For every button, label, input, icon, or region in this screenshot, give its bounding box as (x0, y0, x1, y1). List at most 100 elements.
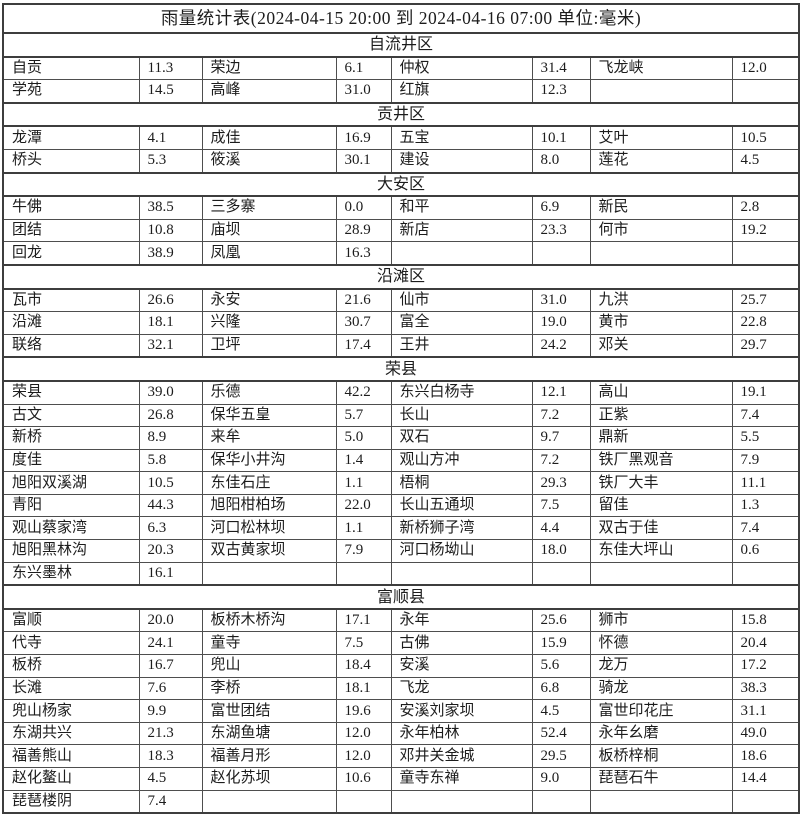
rain-value-cell: 30.1 (335, 148, 392, 174)
station-name-cell: 富顺 (2, 608, 140, 633)
station-name-cell (201, 789, 337, 814)
rain-value-cell: 7.5 (335, 631, 392, 656)
station-name-cell: 自贡 (2, 56, 140, 81)
rain-value-cell: 18.0 (531, 539, 591, 563)
rain-value-cell: 9.9 (138, 699, 203, 723)
rain-value-cell: 12.0 (335, 721, 392, 746)
station-name-cell: 和平 (390, 195, 533, 220)
rain-value-cell: 6.3 (138, 516, 203, 541)
rain-value-cell: 38.5 (138, 195, 203, 220)
station-name-cell: 新民 (589, 195, 733, 220)
rain-value-cell (731, 561, 800, 586)
rain-value-cell (731, 79, 800, 104)
table-row: 联络 32.1 卫坪 17.4 王井 24.2 邓关 29.7 (2, 333, 800, 358)
station-name-cell: 新桥 (2, 426, 140, 450)
table-row: 桥头 5.3 筱溪 30.1 建设 8.0 莲花 4.5 (2, 148, 800, 174)
table-row: 牛佛 38.5 三多寨 0.0 和平 6.9 新民 2.8 (2, 195, 800, 220)
rain-value-cell: 12.3 (531, 79, 591, 104)
rain-value-cell: 18.4 (335, 654, 392, 678)
station-name-cell: 骑龙 (589, 676, 733, 701)
station-name-cell: 龙潭 (2, 125, 140, 150)
rain-value-cell: 4.4 (531, 516, 591, 541)
table-row: 度佳 5.8 保华小井沟 1.4 观山方冲 7.2 铁厂黑观音 7.9 (2, 448, 800, 473)
station-name-cell: 飞龙 (390, 676, 533, 701)
rain-value-cell: 15.8 (731, 608, 800, 633)
section-header-row: 沿滩区 (2, 263, 800, 290)
table-row: 长滩 7.6 李桥 18.1 飞龙 6.8 骑龙 38.3 (2, 676, 800, 701)
station-name-cell: 永年柏林 (390, 721, 533, 746)
station-name-cell: 童寺东禅 (390, 767, 533, 791)
station-name-cell: 邓关 (589, 333, 733, 358)
section-title: 富顺县 (2, 584, 800, 610)
station-name-cell: 成佳 (201, 125, 337, 150)
rain-value-cell: 25.7 (731, 288, 800, 313)
station-name-cell: 东佳石庄 (201, 471, 337, 495)
station-name-cell: 古文 (2, 403, 140, 428)
station-name-cell (589, 241, 733, 266)
station-name-cell: 邓井关金城 (390, 744, 533, 768)
station-name-cell: 凤凰 (201, 241, 337, 266)
station-name-cell (390, 561, 533, 586)
station-name-cell: 琵琶石牛 (589, 767, 733, 791)
rain-value-cell: 1.1 (335, 516, 392, 541)
station-name-cell: 童寺 (201, 631, 337, 656)
station-name-cell: 庙坝 (201, 218, 337, 243)
station-name-cell: 铁厂黑观音 (589, 448, 733, 473)
station-name-cell: 卫坪 (201, 333, 337, 358)
station-name-cell: 富世团结 (201, 699, 337, 723)
rain-value-cell: 23.3 (531, 218, 591, 243)
rain-value-cell: 16.3 (335, 241, 392, 266)
rain-value-cell: 20.4 (731, 631, 800, 656)
station-name-cell (390, 241, 533, 266)
station-name-cell: 河口杨坳山 (390, 539, 533, 563)
rain-value-cell: 7.9 (731, 448, 800, 473)
rain-value-cell: 29.3 (531, 471, 591, 495)
rain-value-cell: 1.3 (731, 493, 800, 518)
table-row: 东兴墨林 16.1 (2, 561, 800, 586)
table-row: 旭阳双溪湖 10.5 东佳石庄 1.1 梧桐 29.3 铁厂大丰 11.1 (2, 471, 800, 495)
station-name-cell: 莲花 (589, 148, 733, 174)
rain-value-cell: 10.8 (138, 218, 203, 243)
rain-value-cell: 22.0 (335, 493, 392, 518)
rain-value-cell: 14.4 (731, 767, 800, 791)
station-name-cell: 东佳大坪山 (589, 539, 733, 563)
rain-value-cell: 7.5 (531, 493, 591, 518)
rain-value-cell: 0.6 (731, 539, 800, 563)
rain-value-cell: 7.9 (335, 539, 392, 563)
station-name-cell: 飞龙峡 (589, 56, 733, 81)
station-name-cell: 沿滩 (2, 311, 140, 335)
station-name-cell: 双古于佳 (589, 516, 733, 541)
rain-value-cell: 17.4 (335, 333, 392, 358)
station-name-cell: 赵化苏坝 (201, 767, 337, 791)
section-title: 大安区 (2, 171, 800, 198)
station-name-cell: 来牟 (201, 426, 337, 450)
station-name-cell: 鼎新 (589, 426, 733, 450)
rain-value-cell: 11.1 (731, 471, 800, 495)
rain-value-cell: 7.2 (531, 448, 591, 473)
rain-value-cell: 20.3 (138, 539, 203, 563)
rain-value-cell: 10.6 (335, 767, 392, 791)
rain-value-cell: 31.0 (335, 79, 392, 104)
rain-value-cell: 15.9 (531, 631, 591, 656)
station-name-cell: 五宝 (390, 125, 533, 150)
rain-value-cell: 10.5 (731, 125, 800, 150)
station-name-cell: 黄市 (589, 311, 733, 335)
station-name-cell: 学苑 (2, 79, 140, 104)
rain-value-cell: 1.1 (335, 471, 392, 495)
section-header-row: 荣县 (2, 356, 800, 382)
station-name-cell: 代寺 (2, 631, 140, 656)
rain-value-cell: 18.6 (731, 744, 800, 768)
rain-value-cell: 5.6 (531, 654, 591, 678)
page-title: 雨量统计表(2024-04-15 20:00 到 2024-04-16 07:0… (2, 3, 800, 34)
station-name-cell (390, 789, 533, 814)
rain-value-cell: 19.6 (335, 699, 392, 723)
rain-value-cell: 1.4 (335, 448, 392, 473)
table-row: 富顺 20.0 板桥木桥沟 17.1 永年 25.6 狮市 15.8 (2, 608, 800, 633)
rain-value-cell: 19.1 (731, 380, 800, 405)
rain-value-cell: 49.0 (731, 721, 800, 746)
station-name-cell: 永安 (201, 288, 337, 313)
station-name-cell: 兜山杨家 (2, 699, 140, 723)
station-name-cell: 牛佛 (2, 195, 140, 220)
station-name-cell: 河口松林坝 (201, 516, 337, 541)
section-title: 荣县 (2, 356, 800, 382)
